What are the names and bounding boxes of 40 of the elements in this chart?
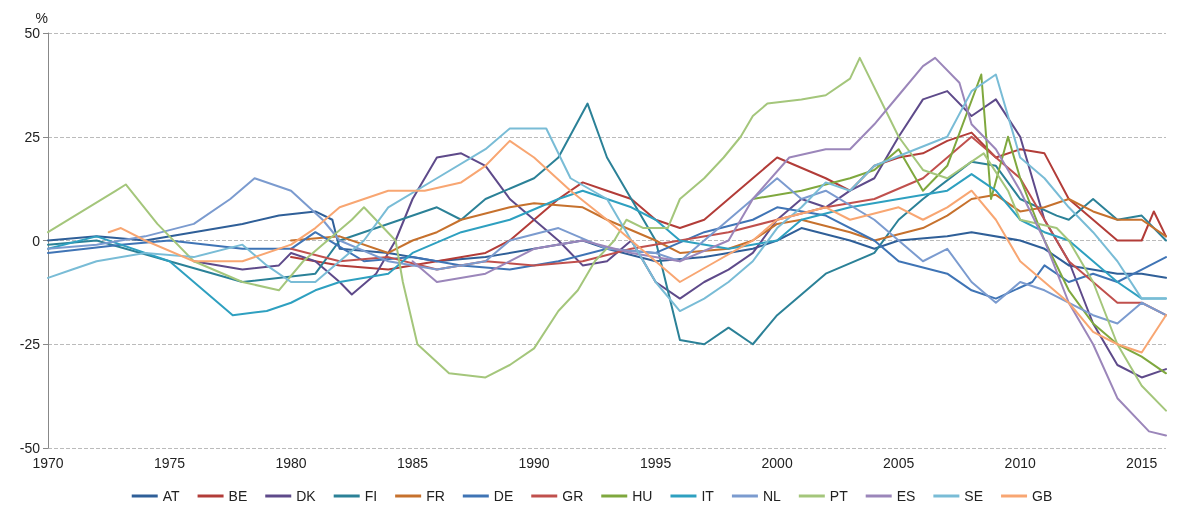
legend-label: DK xyxy=(296,488,317,504)
y-axis-title: % xyxy=(35,10,48,26)
x-tick-label: 1990 xyxy=(518,455,550,471)
line-series xyxy=(751,73,1167,375)
line-series xyxy=(411,56,1167,437)
x-tick-label: 1980 xyxy=(275,455,307,471)
x-tick-label: 1995 xyxy=(640,455,672,471)
legend-label: SE xyxy=(964,488,984,504)
legend-label: FI xyxy=(364,488,378,504)
x-tick-label: 2010 xyxy=(1004,455,1036,471)
x-tick-label: 1975 xyxy=(153,455,186,471)
y-tick-label: -25 xyxy=(19,336,41,353)
x-tick-label: 2005 xyxy=(883,455,915,471)
legend-label: DE xyxy=(493,488,514,504)
y-tick-label: -50 xyxy=(19,440,41,456)
legend-label: GB xyxy=(1032,488,1053,504)
line-series xyxy=(290,193,1167,254)
line-series xyxy=(107,139,1167,354)
legend-label: HU xyxy=(632,488,653,504)
line-series xyxy=(47,56,1167,412)
legend-label: IT xyxy=(701,488,715,504)
line-series xyxy=(47,206,1167,300)
line-series xyxy=(47,210,1167,279)
x-tick-label: 1985 xyxy=(396,455,429,471)
legend-label: AT xyxy=(162,488,181,504)
legend-label: PT xyxy=(829,488,849,504)
line-series xyxy=(47,102,1167,346)
legend-label: FR xyxy=(426,488,445,504)
legend-label: BE xyxy=(228,488,248,504)
legend-label: NL xyxy=(762,488,782,504)
x-tick-label: 2000 xyxy=(761,455,793,471)
line-series xyxy=(290,131,1167,271)
x-tick-label: 1970 xyxy=(32,455,64,471)
y-tick-label: 50 xyxy=(24,25,41,41)
y-tick-label: 25 xyxy=(24,128,41,145)
legend-label: GR xyxy=(562,488,584,504)
x-tick-label: 2015 xyxy=(1126,455,1158,471)
line-series xyxy=(47,73,1167,313)
y-tick-label: 0 xyxy=(32,232,41,249)
legend-label: ES xyxy=(896,488,916,504)
